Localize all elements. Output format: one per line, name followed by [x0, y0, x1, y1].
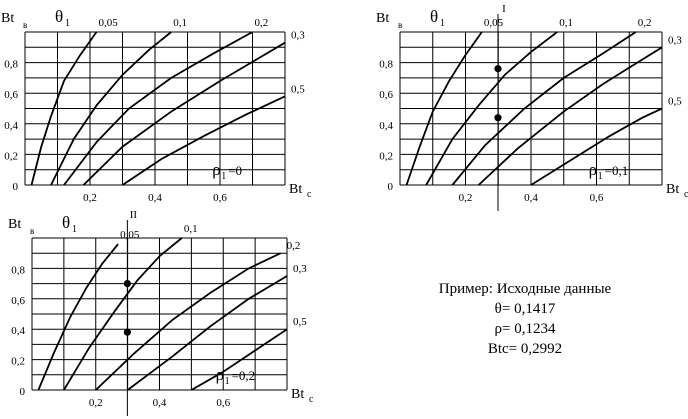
series-label: 0,3 [291, 30, 305, 42]
rho-param-label: ρ [212, 160, 220, 179]
series-label: 0,2 [287, 240, 301, 252]
chart-panel-2: 00,20,40,60,80,2 0,4 0,6Bt вBt cθ 1I0,05 0,1 0,… [376, 3, 688, 211]
series-label: 0,05 [484, 17, 504, 29]
series-label: 0,2 [255, 17, 269, 29]
y-tick-label: 0,8 [4, 59, 18, 71]
rho-param-label: ρ [589, 160, 597, 179]
series-curve-0-1 [63, 237, 183, 391]
series-curve-0-3 [127, 275, 288, 391]
series-curve-0-05 [37, 243, 119, 391]
y-axis-label: Bt [8, 217, 21, 232]
y-tick-label: 0,4 [11, 325, 25, 337]
y-tick-label: 0,2 [11, 356, 25, 368]
marker-point [494, 114, 502, 122]
series-param-subscript: 1 [65, 18, 70, 29]
y-tick-label: 0,6 [4, 89, 18, 101]
example-title: Пример: Исходные данные [438, 281, 612, 297]
y-axis-label-subscript: в [23, 20, 27, 30]
rho-param-value: =0,2 [232, 368, 256, 383]
example-rho: ρ= 0,1234 [494, 321, 556, 337]
y-tick-label: 0 [20, 386, 26, 398]
x-tick-label: 0,2 [459, 192, 473, 204]
series-curve-0-5 [122, 95, 286, 186]
series-curve-0-5 [530, 107, 663, 186]
rho-param-subscript: 1 [598, 171, 603, 182]
y-axis-label-subscript: в [398, 20, 402, 30]
series-curve-0-1 [425, 31, 558, 186]
chart-panel-1: 00,20,40,60,80,2 0,4 0,6Bt вBt cθ 1 0,05 0,1 0,2… [1, 7, 312, 204]
x-tick-label: 0,4 [153, 397, 167, 409]
y-tick-label: 0,4 [4, 120, 18, 132]
y-axis-label: Bt [1, 11, 14, 26]
series-curve-0-5 [190, 328, 288, 391]
marker-line-label: I [502, 3, 506, 15]
example-block: Пример: Исходные данные θ= 0,1417 ρ= 0,1… [405, 279, 645, 359]
x-tick-label: 0,2 [83, 192, 97, 204]
series-label: 0,3 [668, 34, 682, 46]
example-theta: θ= 0,1417 [494, 301, 556, 317]
marker-point [123, 328, 131, 336]
series-label: 0,1 [559, 17, 573, 29]
rho-param-subscript: 1 [225, 376, 230, 387]
x-axis-label-subscript: c [307, 189, 312, 200]
series-label: 0,5 [668, 96, 682, 108]
series-label: 0,05 [99, 17, 119, 29]
series-param-label: θ [55, 7, 63, 26]
y-tick-label: 0,8 [11, 264, 25, 276]
series-label: 0,3 [293, 263, 307, 275]
series-curve-0-1 [50, 31, 172, 186]
series-param-subscript: 1 [72, 224, 77, 235]
y-axis-label: Bt [376, 11, 389, 26]
x-tick-label: 0,2 [89, 397, 103, 409]
chart-panel-3: 00,20,40,60,80,2 0,4 0,6Bt вBt cθ 1II0,050,10… [8, 209, 314, 416]
series-curve-0-2 [95, 252, 282, 391]
series-label: 0,5 [293, 316, 307, 328]
y-tick-label: 0,8 [379, 59, 393, 71]
series-label: 0,05 [120, 229, 140, 241]
marker-line-label: II [130, 209, 138, 221]
series-param-subscript: 1 [440, 18, 445, 29]
x-axis-label-subscript: c [309, 394, 314, 405]
x-tick-label: 0,6 [216, 397, 230, 409]
y-tick-label: 0,4 [379, 120, 393, 132]
marker-point [494, 65, 502, 73]
rho-param-value: =0 [228, 163, 242, 178]
series-curve-0-3 [477, 46, 663, 186]
y-tick-label: 0 [388, 181, 394, 193]
series-curve-0-05 [30, 31, 98, 186]
y-tick-label: 0,6 [11, 295, 25, 307]
series-param-label: θ [430, 7, 438, 26]
series-curve-0-3 [82, 41, 286, 186]
series-label: 0,2 [638, 17, 652, 29]
marker-point [123, 280, 131, 288]
y-tick-label: 0,6 [379, 89, 393, 101]
rho-param-value: =0,1 [605, 163, 629, 178]
x-tick-label: 0,4 [148, 192, 162, 204]
x-axis-label: Bt [666, 182, 679, 197]
y-tick-label: 0 [13, 181, 19, 193]
example-btc: Btс= 0,2992 [487, 341, 563, 357]
x-axis-label: Bt [291, 387, 304, 402]
rho-param-label: ρ [216, 365, 224, 384]
series-curve-0-2 [451, 31, 637, 186]
series-label: 0,1 [173, 17, 187, 29]
y-tick-label: 0,2 [379, 150, 393, 162]
series-label: 0,5 [291, 83, 305, 95]
series-curve-0-2 [63, 31, 253, 186]
series-label: 0,1 [184, 223, 198, 235]
series-param-label: θ [62, 213, 70, 232]
y-tick-label: 0,2 [4, 150, 18, 162]
x-tick-label: 0,4 [524, 192, 538, 204]
rho-param-subscript: 1 [221, 171, 226, 182]
x-axis-label: Bt [289, 182, 302, 197]
x-tick-label: 0,6 [590, 192, 604, 204]
series-curve-0-05 [405, 31, 483, 186]
x-tick-label: 0,6 [213, 192, 227, 204]
x-axis-label-subscript: c [684, 189, 688, 200]
y-axis-label-subscript: в [30, 226, 34, 236]
